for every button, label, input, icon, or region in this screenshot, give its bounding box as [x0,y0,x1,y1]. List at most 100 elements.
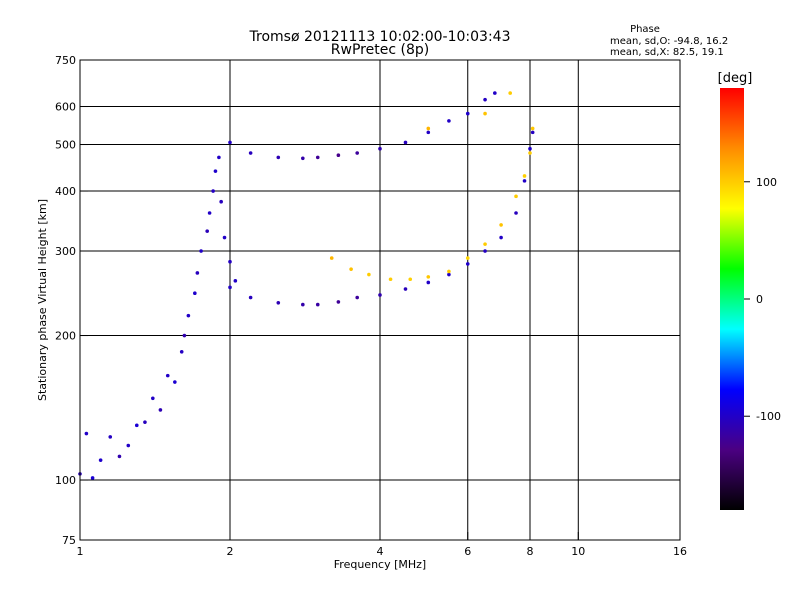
x-tick-label: 1 [77,545,84,558]
data-point [193,291,197,296]
data-point [483,242,487,246]
data-point [117,454,122,459]
data-point [530,130,535,135]
data-point [426,126,431,131]
data-point [465,262,470,266]
data-point [514,194,518,199]
data-point [493,91,497,95]
data-point [367,272,371,277]
y-tick-label: 750 [55,54,76,67]
data-point [514,211,518,215]
data-point [84,431,89,436]
x-tick-label: 4 [377,545,384,558]
data-point [90,476,95,480]
data-point [522,174,527,178]
x-axis-ticks: 1 2 4 6 8 10 16 [77,532,687,558]
data-point [233,279,238,283]
data-point [528,146,532,151]
data-point [329,256,334,260]
x-tick-label: 10 [571,545,585,558]
data-point [173,380,177,384]
y-tick-label: 400 [55,185,76,198]
data-point [276,301,281,305]
data-point [378,293,382,297]
plot-area: 1 2 4 6 8 10 16 75 100 200 300 400 500 600 750 [55,54,687,558]
data-point [426,130,431,135]
data-point [447,272,451,277]
data-point [426,275,431,279]
data-point [108,435,113,439]
data-point [315,302,320,307]
phase-stats-title: Phase [630,24,660,35]
data-point [336,153,341,158]
data-point [403,140,408,145]
data-point [483,97,487,102]
data-point [522,179,527,183]
data-point [447,119,451,123]
data-point [211,189,215,193]
data-point [336,300,341,304]
data-point [207,211,212,215]
x-tick-label: 6 [464,545,471,558]
data-point [465,111,470,116]
colorbar-tick-label: 100 [756,176,777,189]
y-axis-ticks: 75 100 200 300 400 500 600 750 [55,54,88,547]
phase-stats-x: mean, sd,X: 82.5, 19.1 [610,47,724,58]
data-point [134,423,139,428]
chart-title: Tromsø 20121113 10:02:00-10:03:43 [249,29,511,45]
data-point [408,277,413,282]
x-tick-label: 8 [527,545,534,558]
y-tick-label: 75 [62,534,76,547]
colorbar-tick-label: -100 [756,410,781,423]
x-tick-label: 16 [673,545,687,558]
data-point [98,458,103,462]
y-axis-label: Stationary phase Virtual Height [km] [36,199,49,401]
data-point [199,249,203,253]
data-point [248,295,253,300]
colorbar-label: [deg] [718,71,753,86]
data-point [378,146,382,151]
y-tick-label: 300 [55,245,76,258]
grid-lines [80,60,680,540]
data-point [151,396,155,401]
data-point [528,151,532,155]
data-point [222,235,227,240]
data-point [179,349,184,354]
data-point [355,151,359,155]
data-point [165,373,170,378]
x-tick-label: 2 [227,545,234,558]
phase-stats-o: mean, sd,O: -94.8, 16.2 [610,36,728,47]
data-points [78,91,535,480]
data-point [483,111,487,116]
y-tick-label: 600 [55,101,76,114]
data-point [315,155,320,160]
data-point [508,91,512,95]
x-axis-label: Frequency [MHz] [334,558,426,571]
data-point [228,285,232,290]
data-point [499,235,503,240]
data-point [301,156,305,161]
data-point [219,199,223,204]
data-point [530,126,535,131]
data-point [195,271,200,275]
data-point [403,287,408,291]
data-point [355,295,359,300]
data-point [447,269,451,274]
y-tick-label: 100 [55,474,76,487]
data-point [465,256,470,260]
colorbar-ticks: 100 0 -100 [744,176,781,423]
data-point [213,169,218,173]
data-point [248,151,253,155]
colorbar [720,88,744,510]
data-point [205,229,209,233]
data-point [182,333,187,338]
colorbar-tick-label: 0 [756,293,763,306]
data-point [483,249,487,253]
data-point [228,259,232,264]
data-point [158,408,163,412]
data-point [143,420,147,424]
chart-subtitle: RwPretec (8p) [331,42,429,58]
data-point [388,277,393,282]
